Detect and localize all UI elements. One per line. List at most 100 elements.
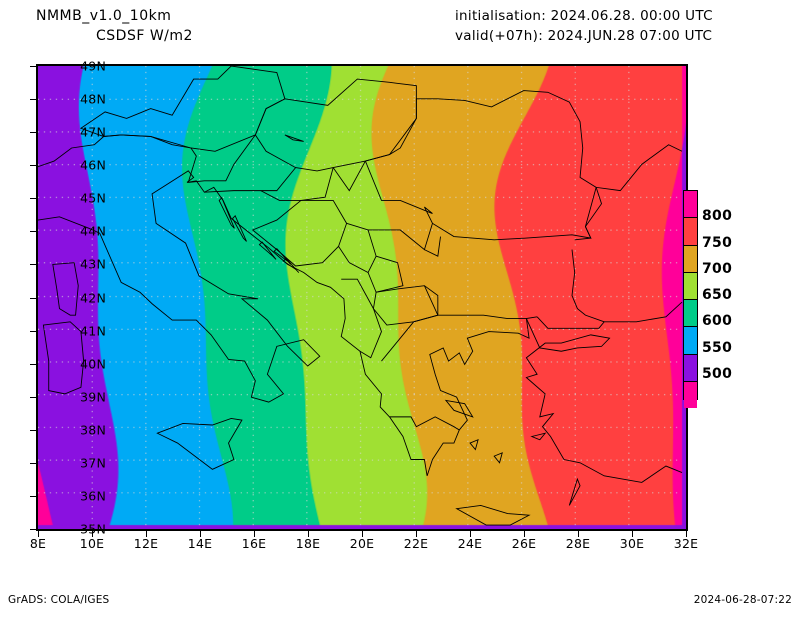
longitude-tick-label: 16E [241,536,267,551]
coastline-path [574,144,683,241]
latitude-tick-mark [30,429,36,431]
longitude-tick-label: 28E [565,536,591,551]
coastline-path [284,134,304,142]
coastline-path [367,255,404,293]
latitude-tick-mark [30,297,36,299]
coastline-path [364,90,597,241]
colorbar[interactable] [683,190,698,408]
latitude-tick-label: 41N [80,323,106,339]
coastline-path [346,222,433,251]
latitude-tick-mark [30,198,36,200]
colorbar-tick-label: 750 [702,234,733,251]
colorbar-band [684,218,697,246]
coastline-path [251,199,348,267]
longitude-tick-mark [200,531,201,537]
latitude-tick-mark [30,462,36,464]
initialisation-time: initialisation: 2024.06.28. 00:00 UTC [455,8,713,24]
variable-name: CSDSF W/m2 [96,28,193,44]
latitude-tick-mark [30,132,36,134]
coastline-path [254,78,417,172]
model-name: NMMB_v1.0_10km [36,8,172,24]
coastline-path [218,196,235,229]
latitude-tick-mark [30,66,36,67]
coastline-path [571,249,605,323]
longitude-tick-label: 12E [133,536,159,551]
longitude-tick-label: 30E [619,536,645,551]
coastline-path [525,318,683,483]
coastline-path [424,236,441,257]
coastline-path [332,160,366,192]
coastline-path [341,278,382,359]
coastline-path [52,262,79,316]
longitude-tick-label: 8E [29,536,47,551]
longitude-tick-mark [578,531,579,537]
latitude-tick-label: 45N [80,190,106,206]
latitude-tick-mark [30,363,36,365]
coastline-path [282,257,300,273]
longitude-tick-label: 32E [673,536,699,551]
render-timestamp: 2024-06-28-07:22 [693,594,792,606]
coastline-path [469,439,479,451]
longitude-tick-mark [416,531,417,537]
colorbar-tick-label: 800 [702,208,733,225]
latitude-tick-mark [30,264,36,266]
longitude-tick-label: 24E [457,536,483,551]
header-right-block: initialisation: 2024.06.28. 00:00 UTC va… [455,6,713,46]
colorbar-tick-label: 650 [702,287,733,303]
longitude-tick-mark [524,531,525,537]
longitude-tick-mark [146,531,147,537]
colorbar-band [684,191,697,219]
colorbar-band [684,272,697,300]
coastline-path [444,399,474,418]
latitude-tick-mark [30,529,36,530]
coastline-path [381,314,438,362]
colorbar-band [684,327,697,355]
latitude-tick-label: 39N [80,389,106,405]
latitude-tick-label: 49N [80,58,106,74]
latitude-tick-label: 46N [80,157,106,173]
longitude-tick-mark [362,531,363,537]
coastline-path [530,432,547,441]
longitude-tick-label: 26E [511,536,537,551]
coastline-path [437,314,527,319]
latitude-tick-label: 44N [80,223,106,239]
latitude-tick-mark [30,330,36,332]
longitude-tick-mark [254,531,255,537]
longitude-tick-label: 20E [349,536,375,551]
latitude-tick-label: 43N [80,256,106,272]
grads-credit: GrADS: COLA/IGES [8,594,110,606]
latitude-tick-mark [30,99,36,101]
latitude-tick-label: 38N [80,422,106,438]
longitude-tick-mark [38,531,39,537]
longitude-tick-label: 14E [187,536,213,551]
map-plot-area[interactable] [36,64,688,531]
latitude-tick-mark [30,165,36,167]
latitude-tick-label: 35N [80,521,106,537]
coastline-path [258,241,277,260]
coastline-overlay [38,66,683,526]
colorbar-band [684,245,697,273]
coastline-path [204,167,296,193]
coastline-path [186,180,460,476]
coastline-path [424,285,439,316]
latitude-tick-mark [30,495,36,497]
coastline-path [338,229,377,274]
latitude-tick-label: 36N [80,488,106,504]
longitude-tick-mark [92,531,93,537]
coastline-path [455,504,531,526]
colorbar-band [684,381,697,408]
latitude-tick-label: 42N [80,290,106,305]
longitude-tick-label: 18E [295,536,321,551]
longitude-tick-mark [308,531,309,537]
coastline-path [536,301,683,329]
coastline-path [232,215,247,242]
coastline-path [38,170,321,403]
coastline-path [42,321,85,395]
latitude-tick-label: 40N [80,356,106,372]
longitude-tick-label: 10E [79,536,105,551]
coastline-path [493,452,503,464]
coastline-path [260,167,334,201]
coastline-path [156,417,243,470]
colorbar-tick-label: 700 [702,260,733,277]
colorbar-band [684,354,697,382]
